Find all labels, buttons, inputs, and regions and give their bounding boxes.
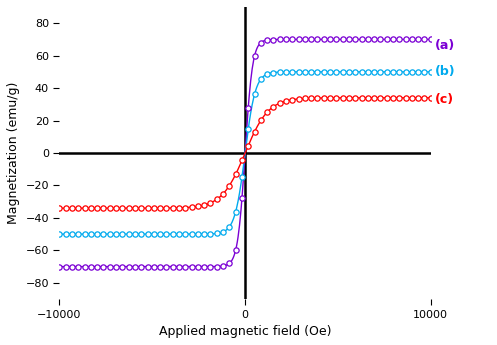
Text: (c): (c)	[434, 93, 454, 106]
Y-axis label: Magnetization (emu/g): Magnetization (emu/g)	[7, 82, 20, 224]
X-axis label: Applied magnetic field (Oe): Applied magnetic field (Oe)	[159, 325, 331, 338]
Text: (a): (a)	[434, 39, 455, 52]
Text: (b): (b)	[434, 65, 455, 78]
